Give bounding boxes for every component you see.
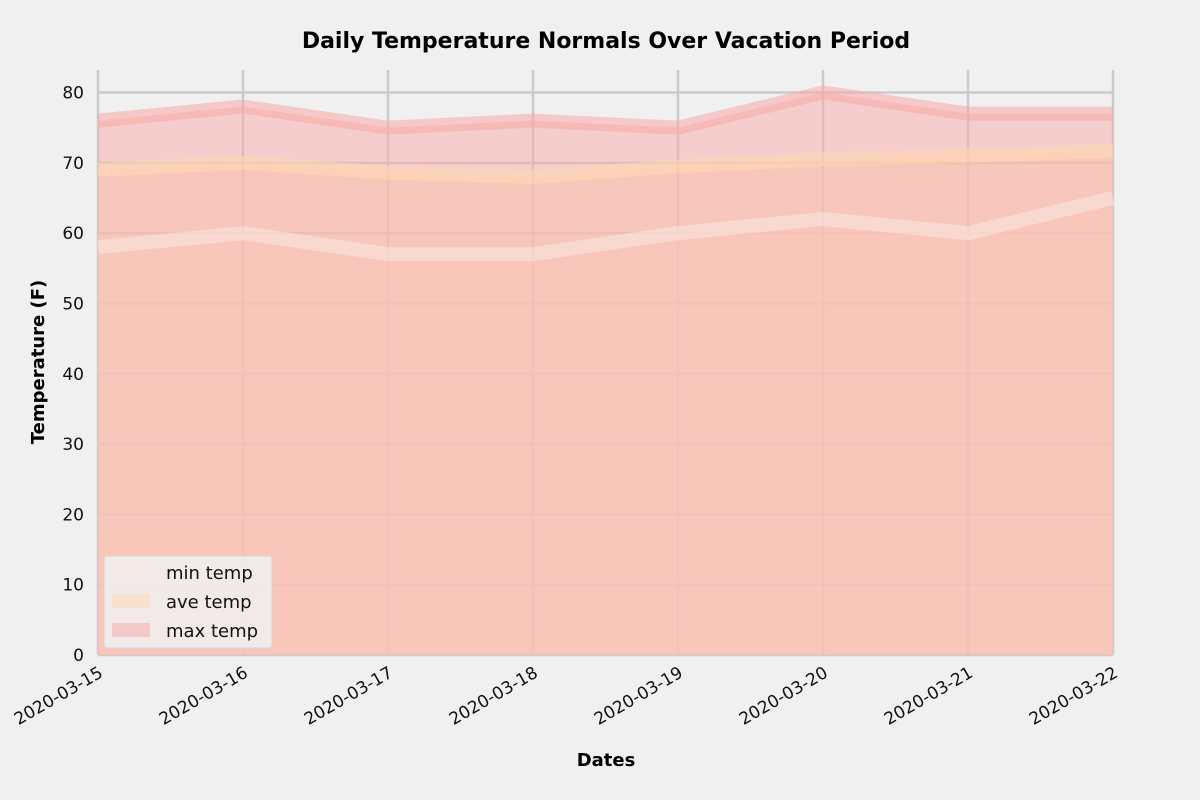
y-tick-label: 40 <box>62 365 84 385</box>
ave-temp-line <box>97 143 1114 184</box>
y-tick-label: 70 <box>62 154 84 174</box>
y-tick-label: 10 <box>62 576 84 596</box>
max-temp-area <box>98 92 1113 655</box>
min-temp-legend-label: min temp <box>166 563 253 584</box>
ave-temp-legend-label: ave temp <box>166 592 252 613</box>
max-temp-legend-swatch <box>112 623 150 637</box>
y-tick-label: 0 <box>73 646 84 666</box>
chart-title: Daily Temperature Normals Over Vacation … <box>302 29 910 54</box>
y-tick-label: 20 <box>62 505 84 525</box>
y-tick-label: 50 <box>62 294 84 314</box>
max-temp-legend-label: max temp <box>166 621 258 642</box>
min-temp-legend-swatch <box>112 565 150 579</box>
x-axis-label: Dates <box>577 750 636 771</box>
y-tick-label: 80 <box>62 84 84 104</box>
y-tick-label: 60 <box>62 224 84 244</box>
legend: min temp ave temp max temp <box>103 555 273 649</box>
ave-temp-legend-swatch <box>112 594 150 608</box>
y-tick-label: 30 <box>62 435 84 455</box>
min-temp-line <box>97 191 1115 262</box>
y-axis-label: Temperature (F) <box>28 280 49 445</box>
max-temp-line <box>97 85 1113 135</box>
